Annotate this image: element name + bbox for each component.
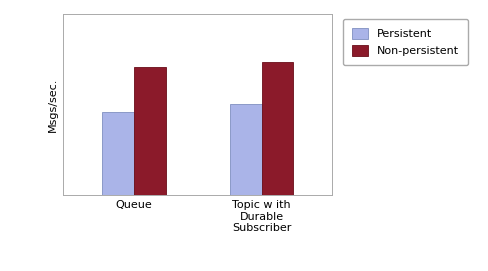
Bar bbox=[102, 112, 134, 195]
Legend: Persistent, Non-persistent: Persistent, Non-persistent bbox=[343, 19, 468, 65]
Bar bbox=[134, 66, 166, 195]
Bar bbox=[262, 62, 293, 195]
Bar bbox=[229, 104, 262, 195]
Y-axis label: Msgs/sec.: Msgs/sec. bbox=[48, 77, 58, 131]
